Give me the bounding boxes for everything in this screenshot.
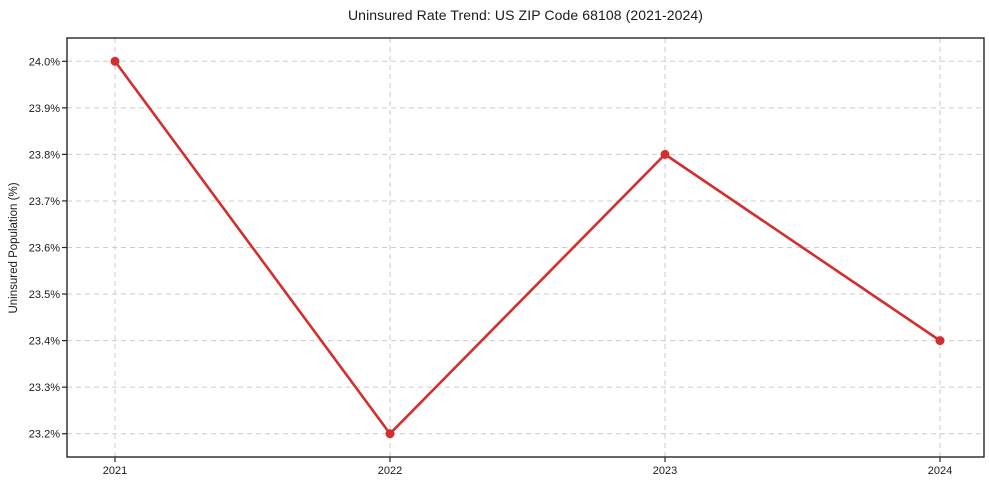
x-tick-label: 2022: [378, 465, 402, 477]
y-tick-label: 23.7%: [29, 196, 60, 208]
data-point: [935, 336, 945, 346]
data-point: [660, 149, 670, 159]
y-tick-label: 23.9%: [29, 103, 60, 115]
x-tick-label: 2021: [103, 465, 127, 477]
y-tick-label: 23.3%: [29, 382, 60, 394]
y-tick-label: 23.4%: [29, 336, 60, 348]
data-point: [385, 429, 395, 439]
plot-border: [66, 37, 985, 458]
y-tick-label: 23.8%: [29, 149, 60, 161]
y-tick-label: 23.6%: [29, 243, 60, 255]
trend-line: [113, 59, 942, 436]
y-tick-label: 23.2%: [29, 429, 60, 441]
y-tick-label: 24.0%: [29, 56, 60, 68]
x-tick-label: 2024: [928, 465, 952, 477]
y-tick-label: 23.5%: [29, 289, 60, 301]
chart-title: Uninsured Rate Trend: US ZIP Code 68108 …: [347, 7, 704, 23]
data-point: [110, 56, 120, 66]
x-tick-label: 2023: [653, 465, 677, 477]
